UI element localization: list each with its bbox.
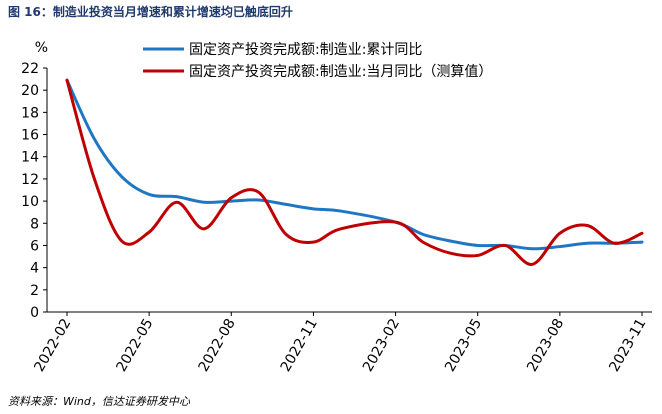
y-tick-label: 20	[21, 83, 39, 99]
figure-title: 图 16：制造业投资当月增速和累计增速均已触底回升	[8, 5, 293, 19]
legend: 固定资产投资完成额:制造业:累计同比固定资产投资完成额:制造业:当月同比（测算值…	[143, 42, 492, 80]
axes	[46, 68, 652, 313]
y-tick-label: 6	[30, 238, 39, 254]
x-tick-label: 2022-08	[196, 316, 239, 375]
y-tick-label: 18	[21, 105, 39, 121]
x-tick-label: 2023-02	[360, 316, 403, 375]
y-axis-label: %	[35, 40, 48, 56]
series-lines	[65, 78, 644, 266]
x-tick-label: 2023-08	[524, 316, 567, 375]
y-tick-label: 10	[21, 194, 39, 210]
x-tick-label: 2022-11	[278, 316, 321, 375]
legend-label-2: 固定资产投资完成额:制造业:当月同比（测算值）	[189, 64, 492, 80]
y-tick-labels: 0 2 4 6 8 10 12 14 16 18 20 22%	[21, 40, 48, 321]
x-tick-label: 2022-05	[114, 316, 157, 375]
y-tick-label: 12	[21, 172, 39, 188]
legend-label-1: 固定资产投资完成额:制造业:累计同比	[189, 42, 422, 58]
x-tick-label: 2023-05	[442, 316, 485, 375]
y-tick-label: 16	[21, 128, 39, 144]
series-line-2	[65, 78, 644, 266]
y-tick-label: 0	[30, 305, 39, 321]
y-tick-label: 2	[30, 283, 39, 299]
series-line-1	[65, 78, 644, 251]
y-tick-label: 14	[21, 150, 39, 166]
y-tick-label: 22	[21, 61, 39, 77]
x-tick-label: 2023-11	[606, 316, 649, 375]
x-tick-labels: 2022-02 2022-05 2022-08 2022-11 2023-02 2023-…	[31, 312, 649, 375]
source-note: 资料来源：Wind，信达证券研发中心	[8, 395, 190, 408]
y-tick-label: 4	[30, 261, 39, 277]
y-tick-label: 8	[30, 216, 39, 232]
x-tick-label: 2022-02	[31, 316, 74, 375]
